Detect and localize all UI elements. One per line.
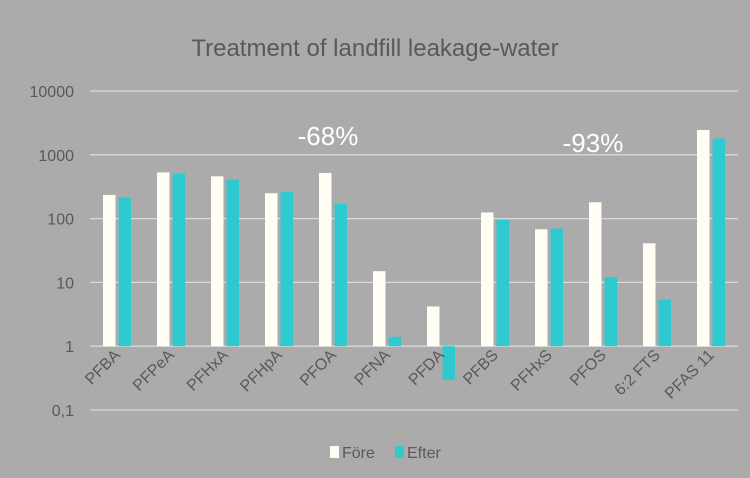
x-category-label: PFAS 11 xyxy=(662,347,718,403)
chart-title: Treatment of landfill leakage-water xyxy=(191,35,558,62)
annotation-label: -93% xyxy=(563,128,624,158)
x-category-label: PFOS xyxy=(567,347,610,390)
bar-fore-pfos xyxy=(589,202,602,347)
bar-efter-pfhpa xyxy=(280,192,293,347)
bar-fore-pfna xyxy=(373,271,386,347)
legend: Före Efter xyxy=(330,445,441,462)
bar-efter-pfoa xyxy=(334,203,347,347)
bar-fore-6-2-fts xyxy=(643,243,656,347)
bar-fore-pfpea xyxy=(157,172,170,347)
bar-fore-pfhxs xyxy=(535,229,548,347)
x-category-label: PFHpA xyxy=(237,347,286,396)
y-tick-label: 10000 xyxy=(30,84,75,101)
x-category-label: 6:2 FTS xyxy=(612,347,664,399)
y-tick-label: 1000 xyxy=(38,148,74,165)
x-category-label: PFBA xyxy=(82,347,124,389)
bar-efter-pfas-11 xyxy=(712,138,725,347)
legend-label: Före xyxy=(342,445,375,462)
bar-efter-pfhxa xyxy=(226,179,239,347)
bar-fore-pfoa xyxy=(319,172,332,347)
bar-fore-pfhxa xyxy=(211,176,224,347)
bar-efter-pfhxs xyxy=(550,228,563,347)
x-category-label: PFDA xyxy=(406,347,448,389)
x-category-label: PFOA xyxy=(297,347,340,390)
annotation-label: -68% xyxy=(298,121,359,151)
x-category-label: PFBS xyxy=(460,347,502,389)
bar-efter-6-2-fts xyxy=(658,299,671,347)
bar-efter-pfpea xyxy=(172,173,185,347)
x-category-label: PFPeA xyxy=(130,347,178,395)
y-tick-label: 100 xyxy=(47,212,74,229)
x-category-label: PFHxA xyxy=(184,347,232,395)
legend-swatch-fore xyxy=(330,446,339,458)
bar-fore-pfhpa xyxy=(265,193,278,347)
gridlines xyxy=(90,90,738,411)
x-axis-categories: PFBA PFPeA PFHxA PFHpA PFOA PFNA PFDA PFBS PFHxS… xyxy=(82,347,718,403)
bar-fore-pfbs xyxy=(481,212,494,347)
legend-swatch-efter xyxy=(395,446,404,458)
y-tick-label: 0,1 xyxy=(52,403,74,420)
bar-efter-pfbs xyxy=(496,220,509,347)
bar-fore-pfba xyxy=(103,194,116,347)
y-tick-label: 10 xyxy=(56,275,74,292)
bar-efter-pfna xyxy=(388,336,401,347)
bar-fore-pfda xyxy=(427,306,440,347)
y-tick-label: 1 xyxy=(65,339,74,356)
x-category-label: PFNA xyxy=(352,347,394,389)
bar-efter-pfda xyxy=(442,346,455,380)
bar-efter-pfba xyxy=(118,197,131,347)
bar-efter-pfos xyxy=(604,277,617,347)
bars xyxy=(103,129,725,380)
bar-fore-pfas-11 xyxy=(697,129,710,347)
legend-label: Efter xyxy=(407,445,441,462)
y-axis-ticks: 10000 1000 100 10 1 0,1 xyxy=(30,84,75,420)
annotations: -68% -93% xyxy=(298,121,624,158)
x-category-label: PFHxS xyxy=(508,347,556,395)
